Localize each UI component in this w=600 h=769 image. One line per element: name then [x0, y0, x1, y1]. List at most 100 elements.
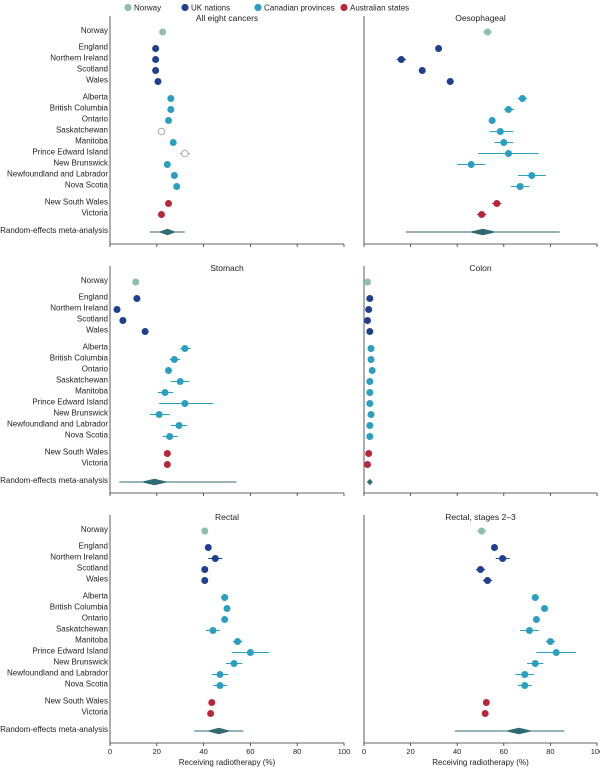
- row-label: Nova Scotia: [65, 680, 109, 689]
- legend-swatch: [254, 3, 262, 12]
- row-label: Manitoba: [75, 387, 108, 396]
- x-tick-label: 100: [338, 747, 351, 756]
- point-marker: [155, 411, 163, 418]
- row-label: Newfoundland and Labrador: [7, 669, 108, 678]
- data-point: [527, 660, 544, 667]
- meta-diamond: [366, 478, 373, 486]
- point-marker: [446, 78, 454, 85]
- point-marker: [366, 400, 374, 407]
- row-label: Saskatchewan: [56, 625, 108, 634]
- legend-label: Australian states: [350, 4, 409, 13]
- point-marker: [181, 149, 189, 158]
- point-marker: [133, 295, 141, 302]
- data-point: [201, 566, 209, 573]
- point-marker: [154, 78, 162, 85]
- data-point: [494, 139, 514, 146]
- data-point: [363, 278, 371, 286]
- point-marker: [207, 710, 215, 717]
- point-marker: [223, 605, 231, 612]
- row-label: Ontario: [82, 365, 109, 374]
- legend-item: Norway: [124, 4, 161, 13]
- data-point: [159, 28, 167, 36]
- data-point: [366, 328, 374, 335]
- data-point: [482, 577, 493, 584]
- row-label: Nova Scotia: [65, 431, 109, 440]
- row-label: Alberta: [83, 592, 109, 601]
- data-point: [515, 671, 535, 678]
- data-point: [163, 461, 171, 468]
- x-tick-label: 80: [293, 747, 301, 756]
- point-marker: [211, 555, 219, 562]
- point-marker: [230, 660, 238, 667]
- data-point: [149, 411, 170, 418]
- data-point: [363, 317, 371, 324]
- data-point: [478, 150, 539, 157]
- data-point: [365, 306, 373, 313]
- data-point: [363, 461, 371, 468]
- point-marker: [528, 172, 536, 179]
- point-marker: [113, 306, 121, 313]
- point-marker: [201, 527, 209, 535]
- row-label: England: [79, 43, 108, 52]
- legend-label: Canadian provinces: [264, 4, 335, 13]
- data-point: [531, 594, 539, 601]
- point-marker: [397, 56, 405, 63]
- point-marker: [175, 422, 183, 429]
- x-axis-label: Receiving radiotherapy (%): [432, 758, 529, 767]
- point-marker: [366, 295, 374, 302]
- row-label: Saskatchewan: [56, 376, 108, 385]
- point-marker: [170, 172, 178, 179]
- data-point: [201, 527, 209, 535]
- point-marker: [546, 638, 554, 645]
- data-point: [532, 616, 540, 623]
- point-marker: [221, 594, 229, 601]
- data-point: [205, 627, 220, 634]
- data-point: [446, 78, 454, 85]
- data-point: [457, 161, 486, 168]
- data-point: [365, 450, 373, 457]
- data-point: [163, 161, 171, 168]
- point-marker: [152, 67, 160, 74]
- data-point: [173, 183, 181, 190]
- point-marker: [541, 605, 549, 612]
- point-marker: [161, 389, 169, 396]
- point-marker: [204, 544, 212, 551]
- row-label: Victoria: [81, 209, 108, 218]
- data-point: [165, 367, 172, 374]
- data-point: [366, 433, 374, 440]
- data-point: [366, 389, 374, 396]
- point-marker: [165, 117, 172, 124]
- panel-title: Oesophageal: [455, 13, 506, 23]
- point-marker: [500, 139, 508, 146]
- point-marker: [518, 95, 526, 102]
- data-point: [477, 527, 487, 535]
- data-point: [367, 345, 375, 352]
- x-tick-label: 0: [362, 747, 366, 756]
- point-marker: [488, 117, 496, 124]
- point-marker: [157, 211, 165, 218]
- data-point: [133, 295, 141, 302]
- data-point: [180, 345, 191, 352]
- row-label: Wales: [86, 326, 108, 335]
- point-marker: [531, 660, 539, 667]
- data-point: [208, 699, 216, 706]
- data-point: [396, 56, 406, 63]
- data-point: [170, 172, 178, 179]
- point-marker: [365, 450, 373, 457]
- point-marker: [163, 161, 171, 168]
- row-label: British Columbia: [50, 603, 109, 612]
- row-label: Alberta: [83, 343, 109, 352]
- point-marker: [367, 356, 375, 363]
- point-marker: [499, 555, 507, 562]
- x-tick-label: 20: [153, 747, 161, 756]
- point-marker: [363, 317, 371, 324]
- data-point: [167, 106, 175, 113]
- data-point: [221, 594, 229, 601]
- data-point: [154, 78, 162, 85]
- row-label: Norway: [81, 26, 108, 35]
- data-point: [212, 682, 227, 689]
- data-point: [223, 605, 231, 612]
- data-point: [492, 200, 502, 207]
- data-point: [366, 422, 374, 429]
- panel-title: Stomach: [210, 263, 244, 273]
